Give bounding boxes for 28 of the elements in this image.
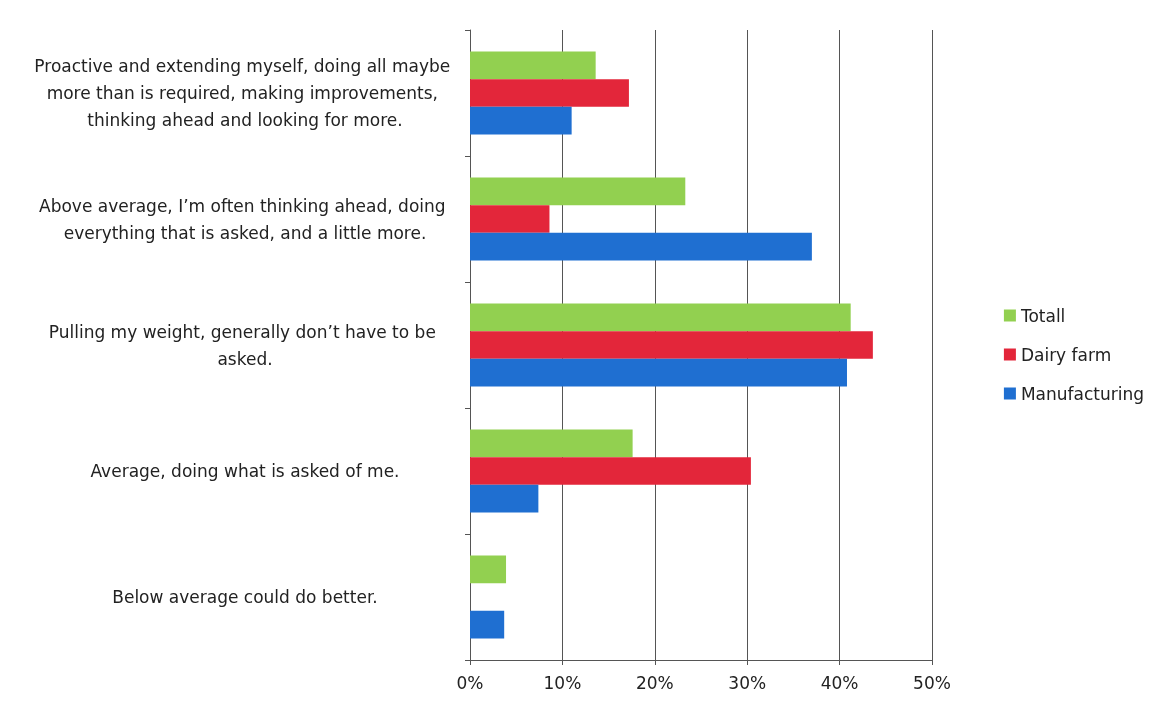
y-tick-label: Proactive and extending myself, doing all maybe more than is required, making improvements, thinking ahead and looking for more. [34, 56, 456, 130]
x-tick-label: 10% [543, 672, 582, 693]
bar [470, 205, 550, 233]
y-tick-label: Average, doing what is asked of me. [90, 461, 400, 481]
legend-label: Totall [1019, 305, 1066, 326]
x-tick-label: 0% [456, 672, 484, 693]
y-tick-label: Above average, I’m often thinking ahead, doing everything that is asked, and a little more. [39, 195, 451, 243]
bar [470, 177, 686, 206]
bar [470, 457, 751, 485]
legend-label: Manufacturing [1020, 383, 1145, 404]
bar [470, 232, 812, 261]
bar [470, 106, 572, 135]
x-tick-label: 50% [913, 672, 951, 693]
bar [470, 303, 851, 332]
bar [470, 51, 596, 80]
x-tick-label: 20% [635, 672, 674, 693]
bar [470, 555, 507, 584]
legend-label: Dairy farm [1020, 344, 1112, 365]
bar [470, 358, 847, 387]
bar [470, 610, 505, 639]
x-tick-label: 30% [728, 672, 767, 693]
y-tick-label: Below average could do better. [112, 587, 378, 607]
bar [470, 79, 629, 107]
y-tick-label: Pulling my weight, generally don’t have to be asked. [48, 321, 442, 369]
bar [470, 484, 539, 513]
x-tick-label: 40% [820, 672, 859, 693]
bar [470, 331, 873, 359]
bar [470, 429, 633, 458]
